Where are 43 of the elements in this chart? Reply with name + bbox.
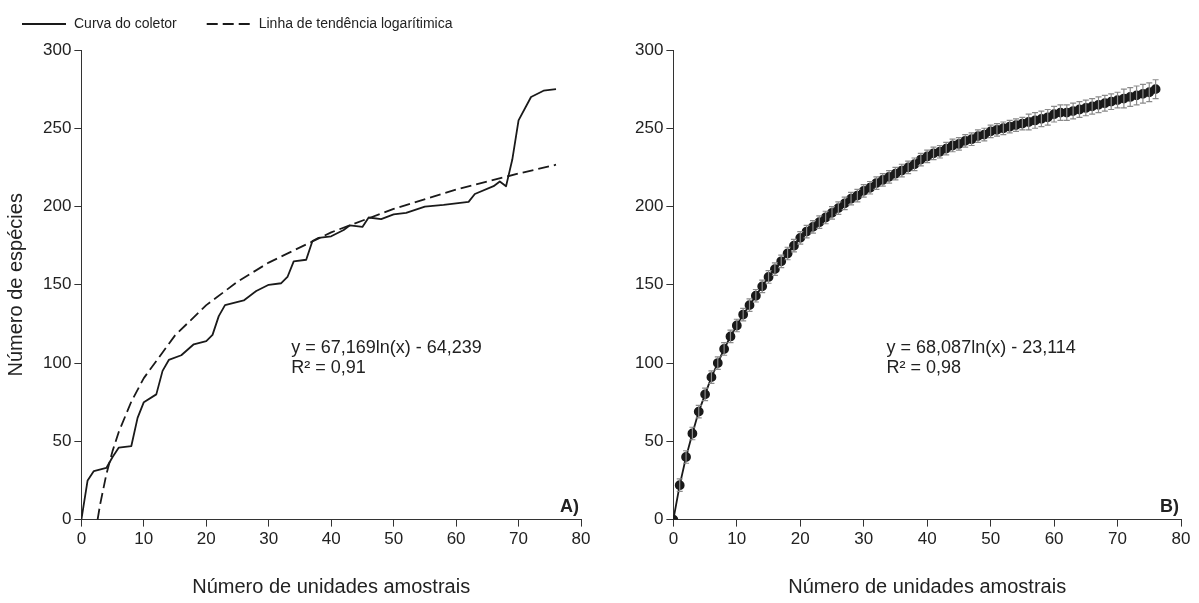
annotation: B): [1159, 495, 1179, 516]
x-tick-label: 70: [509, 529, 529, 549]
annotation: A): [560, 495, 579, 516]
x-tick-label: 10: [134, 529, 154, 549]
y-tick-label: 50: [52, 431, 72, 451]
x-tick-label: 70: [1107, 529, 1127, 549]
x-tick-label: 80: [571, 529, 591, 549]
annotation: y = 67,169ln(x) - 64,239: [291, 336, 482, 357]
annotation: R² = 0,98: [886, 356, 961, 377]
y-tick-label: 250: [42, 117, 72, 137]
y-tick-label: 300: [42, 39, 72, 59]
y-tick-label: 200: [634, 196, 663, 216]
x-tick-label: 60: [446, 529, 466, 549]
y-tick-label: 150: [634, 274, 663, 294]
y-axis-title: Número de espécies: [3, 193, 26, 377]
x-tick-label: 50: [384, 529, 404, 549]
x-tick-label: 40: [917, 529, 937, 549]
legend-label: Curva do coletor: [74, 14, 178, 31]
y-tick-label: 250: [634, 117, 663, 137]
y-tick-label: 50: [643, 431, 663, 451]
x-tick-label: 30: [853, 529, 873, 549]
y-tick-label: 100: [42, 352, 72, 372]
y-tick-label: 200: [42, 196, 72, 216]
x-tick-label: 20: [196, 529, 216, 549]
x-tick-label: 80: [1171, 529, 1190, 549]
x-tick-label: 40: [321, 529, 341, 549]
y-tick-label: 0: [653, 509, 663, 529]
y-tick-label: 0: [61, 509, 72, 529]
y-tick-label: 150: [42, 274, 72, 294]
x-axis-title: Número de unidades amostrais: [192, 574, 471, 597]
x-tick-label: 60: [1044, 529, 1064, 549]
x-tick-label: 50: [980, 529, 1000, 549]
x-axis-title: Número de unidades amostrais: [787, 574, 1066, 597]
x-tick-label: 10: [726, 529, 746, 549]
y-tick-label: 100: [634, 352, 663, 372]
x-tick-label: 30: [259, 529, 279, 549]
y-tick-label: 300: [634, 39, 663, 59]
x-tick-label: 0: [668, 529, 678, 549]
x-tick-label: 20: [790, 529, 810, 549]
legend-label: Linha de tendência logarítimica: [258, 14, 453, 31]
annotation: y = 68,087ln(x) - 23,114: [886, 336, 1076, 357]
annotation: R² = 0,91: [291, 356, 366, 377]
x-tick-label: 0: [76, 529, 87, 549]
